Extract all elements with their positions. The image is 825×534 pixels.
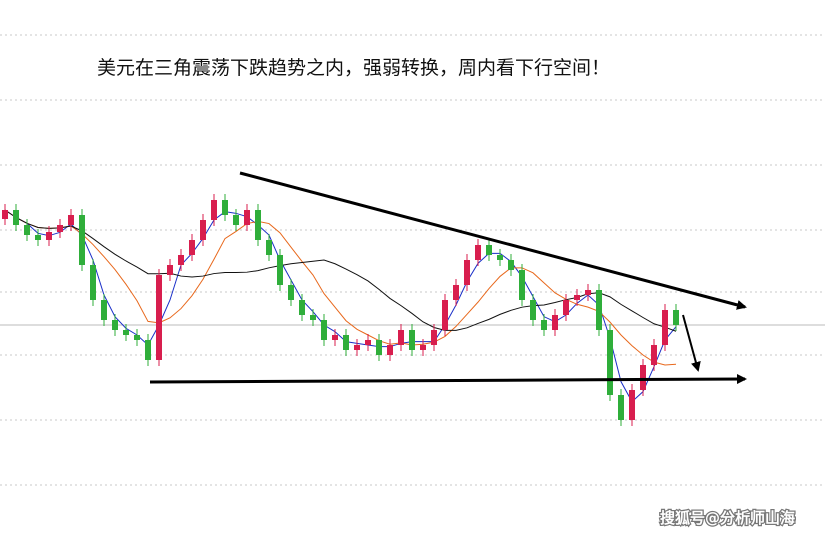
candle-body (222, 200, 228, 215)
candle-body (541, 320, 547, 330)
candle-body (629, 390, 635, 420)
candle-body (156, 275, 162, 360)
candle-body (299, 300, 305, 315)
support-line (149, 374, 747, 385)
candle-body (365, 340, 371, 345)
candle-body (178, 255, 184, 265)
candle-body (420, 345, 426, 350)
candle-body (475, 245, 481, 260)
chart-title: 美元在三角震荡下跌趋势之内，强弱转换，周内看下行空间！ (97, 57, 610, 79)
candle-body (244, 210, 250, 225)
candle-body (332, 335, 338, 340)
candle-body (288, 285, 294, 300)
candle-body (167, 265, 173, 275)
candle-body (486, 245, 492, 255)
candle-body (2, 210, 8, 219)
candle-body (310, 315, 316, 320)
moving-average (4, 209, 677, 366)
candle-body (563, 300, 569, 315)
candle-body (266, 240, 272, 255)
candle-body (277, 255, 283, 285)
candle-body (464, 260, 470, 285)
candle-body (354, 345, 360, 350)
candle-body (46, 232, 52, 240)
candle-body (673, 310, 679, 325)
candle-body (200, 220, 206, 240)
candle-body (508, 260, 514, 270)
candle-body (145, 340, 151, 360)
candle-body (134, 335, 140, 340)
candle-body (585, 290, 591, 295)
candle-body (442, 300, 448, 330)
candle-body (574, 295, 580, 300)
candle-body (343, 335, 349, 350)
candle-body (255, 210, 261, 240)
candles (2, 194, 679, 426)
candle-body (552, 315, 558, 330)
candle-body (112, 320, 118, 330)
candle-body (398, 330, 404, 345)
resistance-line (239, 171, 747, 310)
candle-body (651, 345, 657, 365)
candle-body (376, 340, 382, 355)
candle-body (618, 395, 624, 420)
candle-body (13, 210, 19, 225)
candle-body (101, 300, 107, 320)
candle-body (189, 240, 195, 255)
candle-body (607, 330, 613, 395)
trendlines (149, 171, 747, 385)
candle-body (530, 300, 536, 320)
candle-body (233, 215, 239, 225)
candle-body (24, 225, 30, 235)
moving-average (4, 209, 677, 403)
candle-body (321, 320, 327, 340)
forecast-arrow (682, 314, 701, 372)
candle-body (123, 330, 129, 335)
candle-body (387, 345, 393, 355)
candle-body (453, 285, 459, 300)
candle-body (35, 235, 41, 240)
candle-body (57, 225, 63, 232)
candle-body (596, 290, 602, 330)
candle-body (519, 270, 525, 300)
watermark: 搜狐号@分析师山海 (660, 509, 795, 527)
candle-body (640, 365, 646, 390)
candle-body (79, 215, 85, 265)
candle-body (90, 265, 96, 300)
candle-body (662, 310, 668, 345)
candle-body (431, 330, 437, 345)
candle-body (409, 330, 415, 350)
candle-body (497, 255, 503, 260)
candle-body (211, 200, 217, 220)
candle-body (68, 215, 74, 225)
